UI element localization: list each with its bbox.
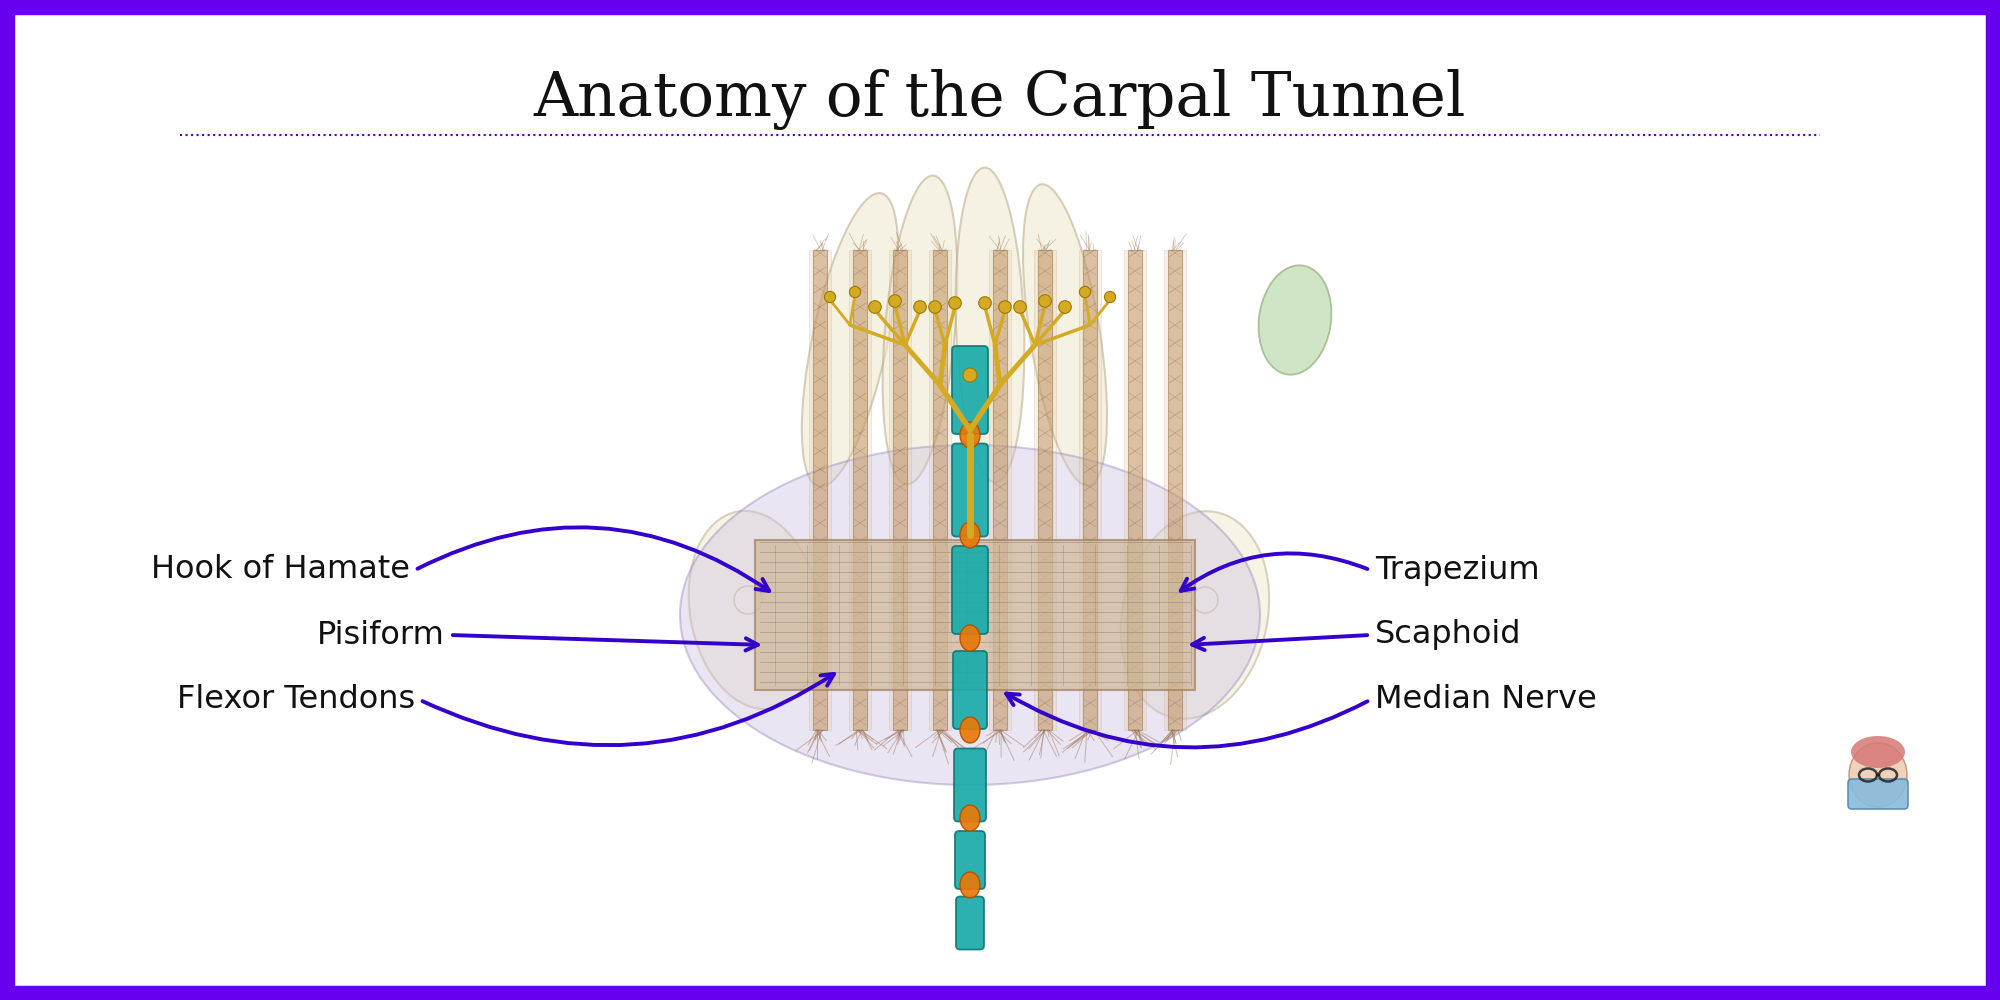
Text: Trapezium: Trapezium: [1376, 554, 1540, 585]
FancyBboxPatch shape: [956, 831, 984, 889]
Text: Scaphoid: Scaphoid: [1376, 619, 1522, 650]
Ellipse shape: [960, 717, 980, 743]
Text: Pisiform: Pisiform: [318, 619, 444, 650]
Bar: [988, 250, 1012, 730]
Text: Hook of Hamate: Hook of Hamate: [152, 554, 410, 585]
FancyBboxPatch shape: [952, 546, 988, 634]
Bar: [892, 250, 908, 730]
Ellipse shape: [688, 511, 822, 709]
Bar: [808, 250, 832, 730]
Bar: [756, 540, 1196, 690]
Ellipse shape: [824, 291, 836, 303]
Ellipse shape: [978, 297, 992, 309]
Ellipse shape: [948, 297, 962, 309]
Bar: [992, 250, 1008, 730]
Bar: [1128, 250, 1142, 730]
Text: Anatomy of the Carpal Tunnel: Anatomy of the Carpal Tunnel: [534, 70, 1466, 130]
Ellipse shape: [1058, 301, 1072, 313]
Ellipse shape: [998, 301, 1012, 313]
Ellipse shape: [960, 805, 980, 831]
Bar: [1164, 250, 1186, 730]
FancyBboxPatch shape: [954, 748, 986, 822]
Bar: [888, 250, 912, 730]
Ellipse shape: [1852, 736, 1904, 768]
Ellipse shape: [960, 522, 980, 548]
Bar: [928, 250, 952, 730]
Text: Median Nerve: Median Nerve: [1376, 684, 1596, 716]
Bar: [1124, 250, 1146, 730]
Ellipse shape: [888, 295, 902, 307]
Ellipse shape: [1258, 265, 1332, 375]
Ellipse shape: [850, 286, 860, 298]
Ellipse shape: [1080, 286, 1090, 298]
Ellipse shape: [960, 872, 980, 898]
Ellipse shape: [956, 168, 1024, 482]
Ellipse shape: [1014, 301, 1026, 313]
Text: Flexor Tendons: Flexor Tendons: [176, 684, 416, 716]
Ellipse shape: [1848, 743, 1908, 807]
Ellipse shape: [1120, 511, 1270, 719]
FancyBboxPatch shape: [1848, 779, 1908, 809]
Bar: [812, 250, 828, 730]
Bar: [848, 250, 872, 730]
Ellipse shape: [960, 625, 980, 651]
Ellipse shape: [1038, 295, 1052, 307]
Bar: [852, 250, 868, 730]
Bar: [1080, 250, 1100, 730]
Bar: [1084, 250, 1096, 730]
Bar: [932, 250, 948, 730]
Ellipse shape: [1022, 184, 1108, 486]
Ellipse shape: [914, 301, 926, 313]
Ellipse shape: [680, 445, 1260, 785]
Ellipse shape: [802, 193, 898, 487]
Bar: [1168, 250, 1182, 730]
Ellipse shape: [868, 301, 882, 313]
FancyBboxPatch shape: [952, 444, 988, 536]
Ellipse shape: [928, 301, 942, 313]
Ellipse shape: [964, 368, 976, 382]
Bar: [1038, 250, 1052, 730]
FancyBboxPatch shape: [952, 346, 988, 434]
Ellipse shape: [882, 176, 958, 484]
FancyBboxPatch shape: [956, 896, 984, 950]
Ellipse shape: [960, 422, 980, 448]
Ellipse shape: [1104, 291, 1116, 303]
FancyBboxPatch shape: [954, 651, 988, 729]
Bar: [1034, 250, 1056, 730]
